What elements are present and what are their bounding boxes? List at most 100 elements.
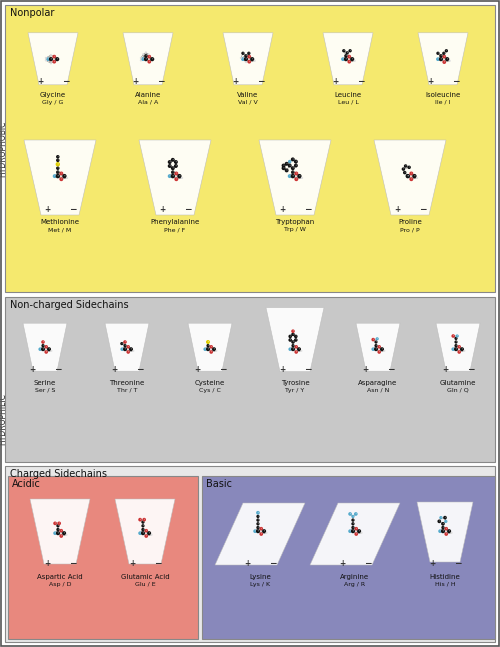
Circle shape xyxy=(248,55,251,58)
Circle shape xyxy=(66,534,68,536)
Circle shape xyxy=(54,56,55,57)
Circle shape xyxy=(453,335,454,336)
Polygon shape xyxy=(28,33,78,85)
Circle shape xyxy=(38,347,42,351)
Text: −: − xyxy=(304,204,312,214)
Circle shape xyxy=(142,520,144,524)
Polygon shape xyxy=(310,503,400,565)
Circle shape xyxy=(171,170,174,174)
Circle shape xyxy=(129,347,133,351)
Circle shape xyxy=(56,162,60,166)
Text: +: + xyxy=(362,366,368,375)
Circle shape xyxy=(50,58,52,60)
Circle shape xyxy=(49,348,50,349)
Circle shape xyxy=(282,166,286,170)
Circle shape xyxy=(206,347,210,351)
Circle shape xyxy=(442,526,444,529)
Circle shape xyxy=(58,532,59,533)
Circle shape xyxy=(261,533,262,534)
Circle shape xyxy=(456,334,459,338)
Circle shape xyxy=(442,55,446,58)
Circle shape xyxy=(172,175,174,177)
Circle shape xyxy=(440,517,442,518)
Text: Nonpolar: Nonpolar xyxy=(10,8,54,18)
Circle shape xyxy=(204,347,207,351)
Circle shape xyxy=(378,345,381,349)
Circle shape xyxy=(48,58,49,60)
Circle shape xyxy=(353,523,354,524)
Text: Threonine: Threonine xyxy=(110,380,144,386)
Text: −: − xyxy=(364,560,372,569)
Text: −: − xyxy=(154,560,162,569)
Text: Val / V: Val / V xyxy=(238,100,258,105)
Circle shape xyxy=(344,57,348,61)
Circle shape xyxy=(140,532,141,533)
Circle shape xyxy=(348,60,351,63)
Circle shape xyxy=(440,58,442,60)
Circle shape xyxy=(296,164,297,166)
Circle shape xyxy=(256,518,260,521)
Circle shape xyxy=(406,174,410,179)
Circle shape xyxy=(452,347,455,351)
Circle shape xyxy=(170,174,175,179)
Circle shape xyxy=(144,54,148,58)
Circle shape xyxy=(374,347,378,351)
Circle shape xyxy=(286,163,288,164)
Circle shape xyxy=(138,518,142,521)
Circle shape xyxy=(299,175,300,177)
Polygon shape xyxy=(223,33,273,85)
Circle shape xyxy=(293,341,294,342)
Circle shape xyxy=(144,534,148,538)
Text: +: + xyxy=(111,366,117,375)
Circle shape xyxy=(443,516,447,520)
FancyBboxPatch shape xyxy=(202,476,495,639)
Circle shape xyxy=(457,335,458,336)
Circle shape xyxy=(256,522,260,525)
Polygon shape xyxy=(139,140,211,215)
Circle shape xyxy=(354,527,358,531)
Circle shape xyxy=(43,348,44,349)
Circle shape xyxy=(47,347,51,351)
Circle shape xyxy=(122,348,123,349)
Circle shape xyxy=(294,338,298,342)
Circle shape xyxy=(439,54,442,58)
Circle shape xyxy=(373,338,374,340)
Text: +: + xyxy=(429,560,435,569)
Circle shape xyxy=(126,350,130,354)
Circle shape xyxy=(446,50,447,51)
Circle shape xyxy=(404,171,406,173)
Circle shape xyxy=(60,177,64,181)
Circle shape xyxy=(241,58,245,61)
Circle shape xyxy=(174,177,178,181)
FancyBboxPatch shape xyxy=(5,466,495,642)
Circle shape xyxy=(373,348,374,349)
Circle shape xyxy=(411,178,412,179)
Circle shape xyxy=(348,55,351,58)
Circle shape xyxy=(124,344,126,347)
Text: −: − xyxy=(136,366,144,375)
Polygon shape xyxy=(188,324,232,371)
Text: Proline: Proline xyxy=(398,219,422,225)
Circle shape xyxy=(125,348,126,349)
Circle shape xyxy=(351,529,355,533)
Circle shape xyxy=(453,348,454,349)
Circle shape xyxy=(408,175,409,177)
Circle shape xyxy=(444,532,448,536)
Circle shape xyxy=(352,530,354,531)
Circle shape xyxy=(288,174,292,178)
Text: Pro / P: Pro / P xyxy=(400,227,420,232)
Circle shape xyxy=(403,171,406,174)
Circle shape xyxy=(291,347,295,351)
Text: Glu / E: Glu / E xyxy=(134,582,156,587)
Circle shape xyxy=(249,61,250,62)
Circle shape xyxy=(56,170,59,174)
Circle shape xyxy=(143,525,144,526)
Text: +: + xyxy=(279,204,285,214)
Circle shape xyxy=(445,517,446,518)
Circle shape xyxy=(249,56,250,57)
Polygon shape xyxy=(23,324,67,371)
Text: Ala / A: Ala / A xyxy=(138,100,158,105)
Circle shape xyxy=(258,527,259,528)
Text: −: − xyxy=(419,204,427,214)
Text: −: − xyxy=(467,366,475,375)
